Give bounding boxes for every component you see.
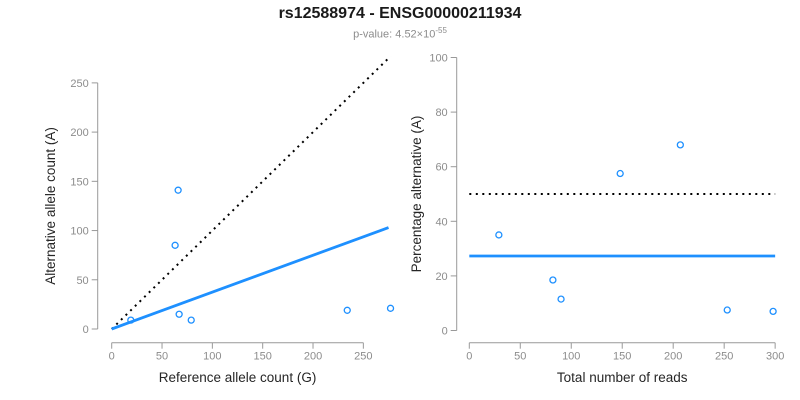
- pvalue-text: p-value: 4.52×10: [353, 28, 436, 41]
- y-tick-label: 0: [442, 326, 448, 338]
- x-tick-label: 300: [766, 351, 784, 363]
- y-tick-label: 20: [435, 271, 447, 283]
- x-tick-label: 200: [304, 351, 322, 363]
- x-tick-label: 250: [715, 351, 733, 363]
- x-tick-label: 200: [664, 351, 682, 363]
- y-tick-label: 100: [429, 53, 447, 65]
- data-point: [174, 186, 182, 194]
- y-axis-title: Percentage alternative (A): [409, 116, 424, 273]
- x-tick-label: 50: [514, 351, 526, 363]
- data-point: [127, 316, 135, 324]
- data-point: [549, 276, 557, 284]
- y-tick-label: 60: [435, 162, 447, 174]
- left-plot: 0 50 100 150 200 250 0 50 100 150 200 250 Reference …: [43, 55, 395, 385]
- data-point: [616, 169, 624, 178]
- y-tick-label: 150: [70, 176, 88, 188]
- data-point: [723, 306, 731, 314]
- allelic-fit-line: [111, 226, 389, 331]
- y-tick-label: 200: [70, 127, 88, 139]
- x-axis-title: Total number of reads: [557, 370, 688, 385]
- y-tick-label: 0: [83, 324, 89, 336]
- y-tick-label: 40: [435, 216, 447, 228]
- y-tick-label: 80: [435, 107, 447, 119]
- identity-reference-line: [111, 55, 392, 330]
- x-tick-label: 150: [613, 351, 631, 363]
- pvalue-exponent: -55: [435, 26, 447, 35]
- data-point: [557, 295, 565, 303]
- x-axis-title: Reference allele count (G): [159, 370, 317, 385]
- y-tick-label: 250: [70, 78, 88, 90]
- x-tick-label: 50: [156, 351, 168, 363]
- y-tick-label: 100: [70, 226, 88, 238]
- right-plot: 0 50 100 150 200 250 300 0 20 40 60 80 100 Total numb…: [409, 53, 784, 386]
- y-axis-title: Alternative allele count (A): [43, 127, 58, 285]
- figure-header: rs12588974 - ENSG00000211934 p-value: 4.…: [0, 5, 800, 41]
- data-point: [187, 316, 195, 324]
- x-tick-label: 100: [562, 351, 580, 363]
- data-point: [175, 310, 183, 318]
- plot-title: rs12588974 - ENSG00000211934: [278, 5, 522, 22]
- data-point: [769, 307, 777, 316]
- data-point: [495, 231, 503, 239]
- x-tick-label: 150: [254, 351, 272, 363]
- y-tick-label: 50: [76, 275, 88, 287]
- data-point: [343, 306, 351, 314]
- data-point: [676, 141, 684, 149]
- data-point: [171, 241, 179, 249]
- x-tick-label: 0: [466, 351, 472, 363]
- x-tick-label: 100: [203, 351, 221, 363]
- x-tick-label: 250: [354, 351, 372, 363]
- plot-subtitle: p-value: 4.52×10-55: [0, 26, 800, 41]
- x-tick-label: 0: [109, 351, 115, 363]
- data-point: [386, 304, 395, 312]
